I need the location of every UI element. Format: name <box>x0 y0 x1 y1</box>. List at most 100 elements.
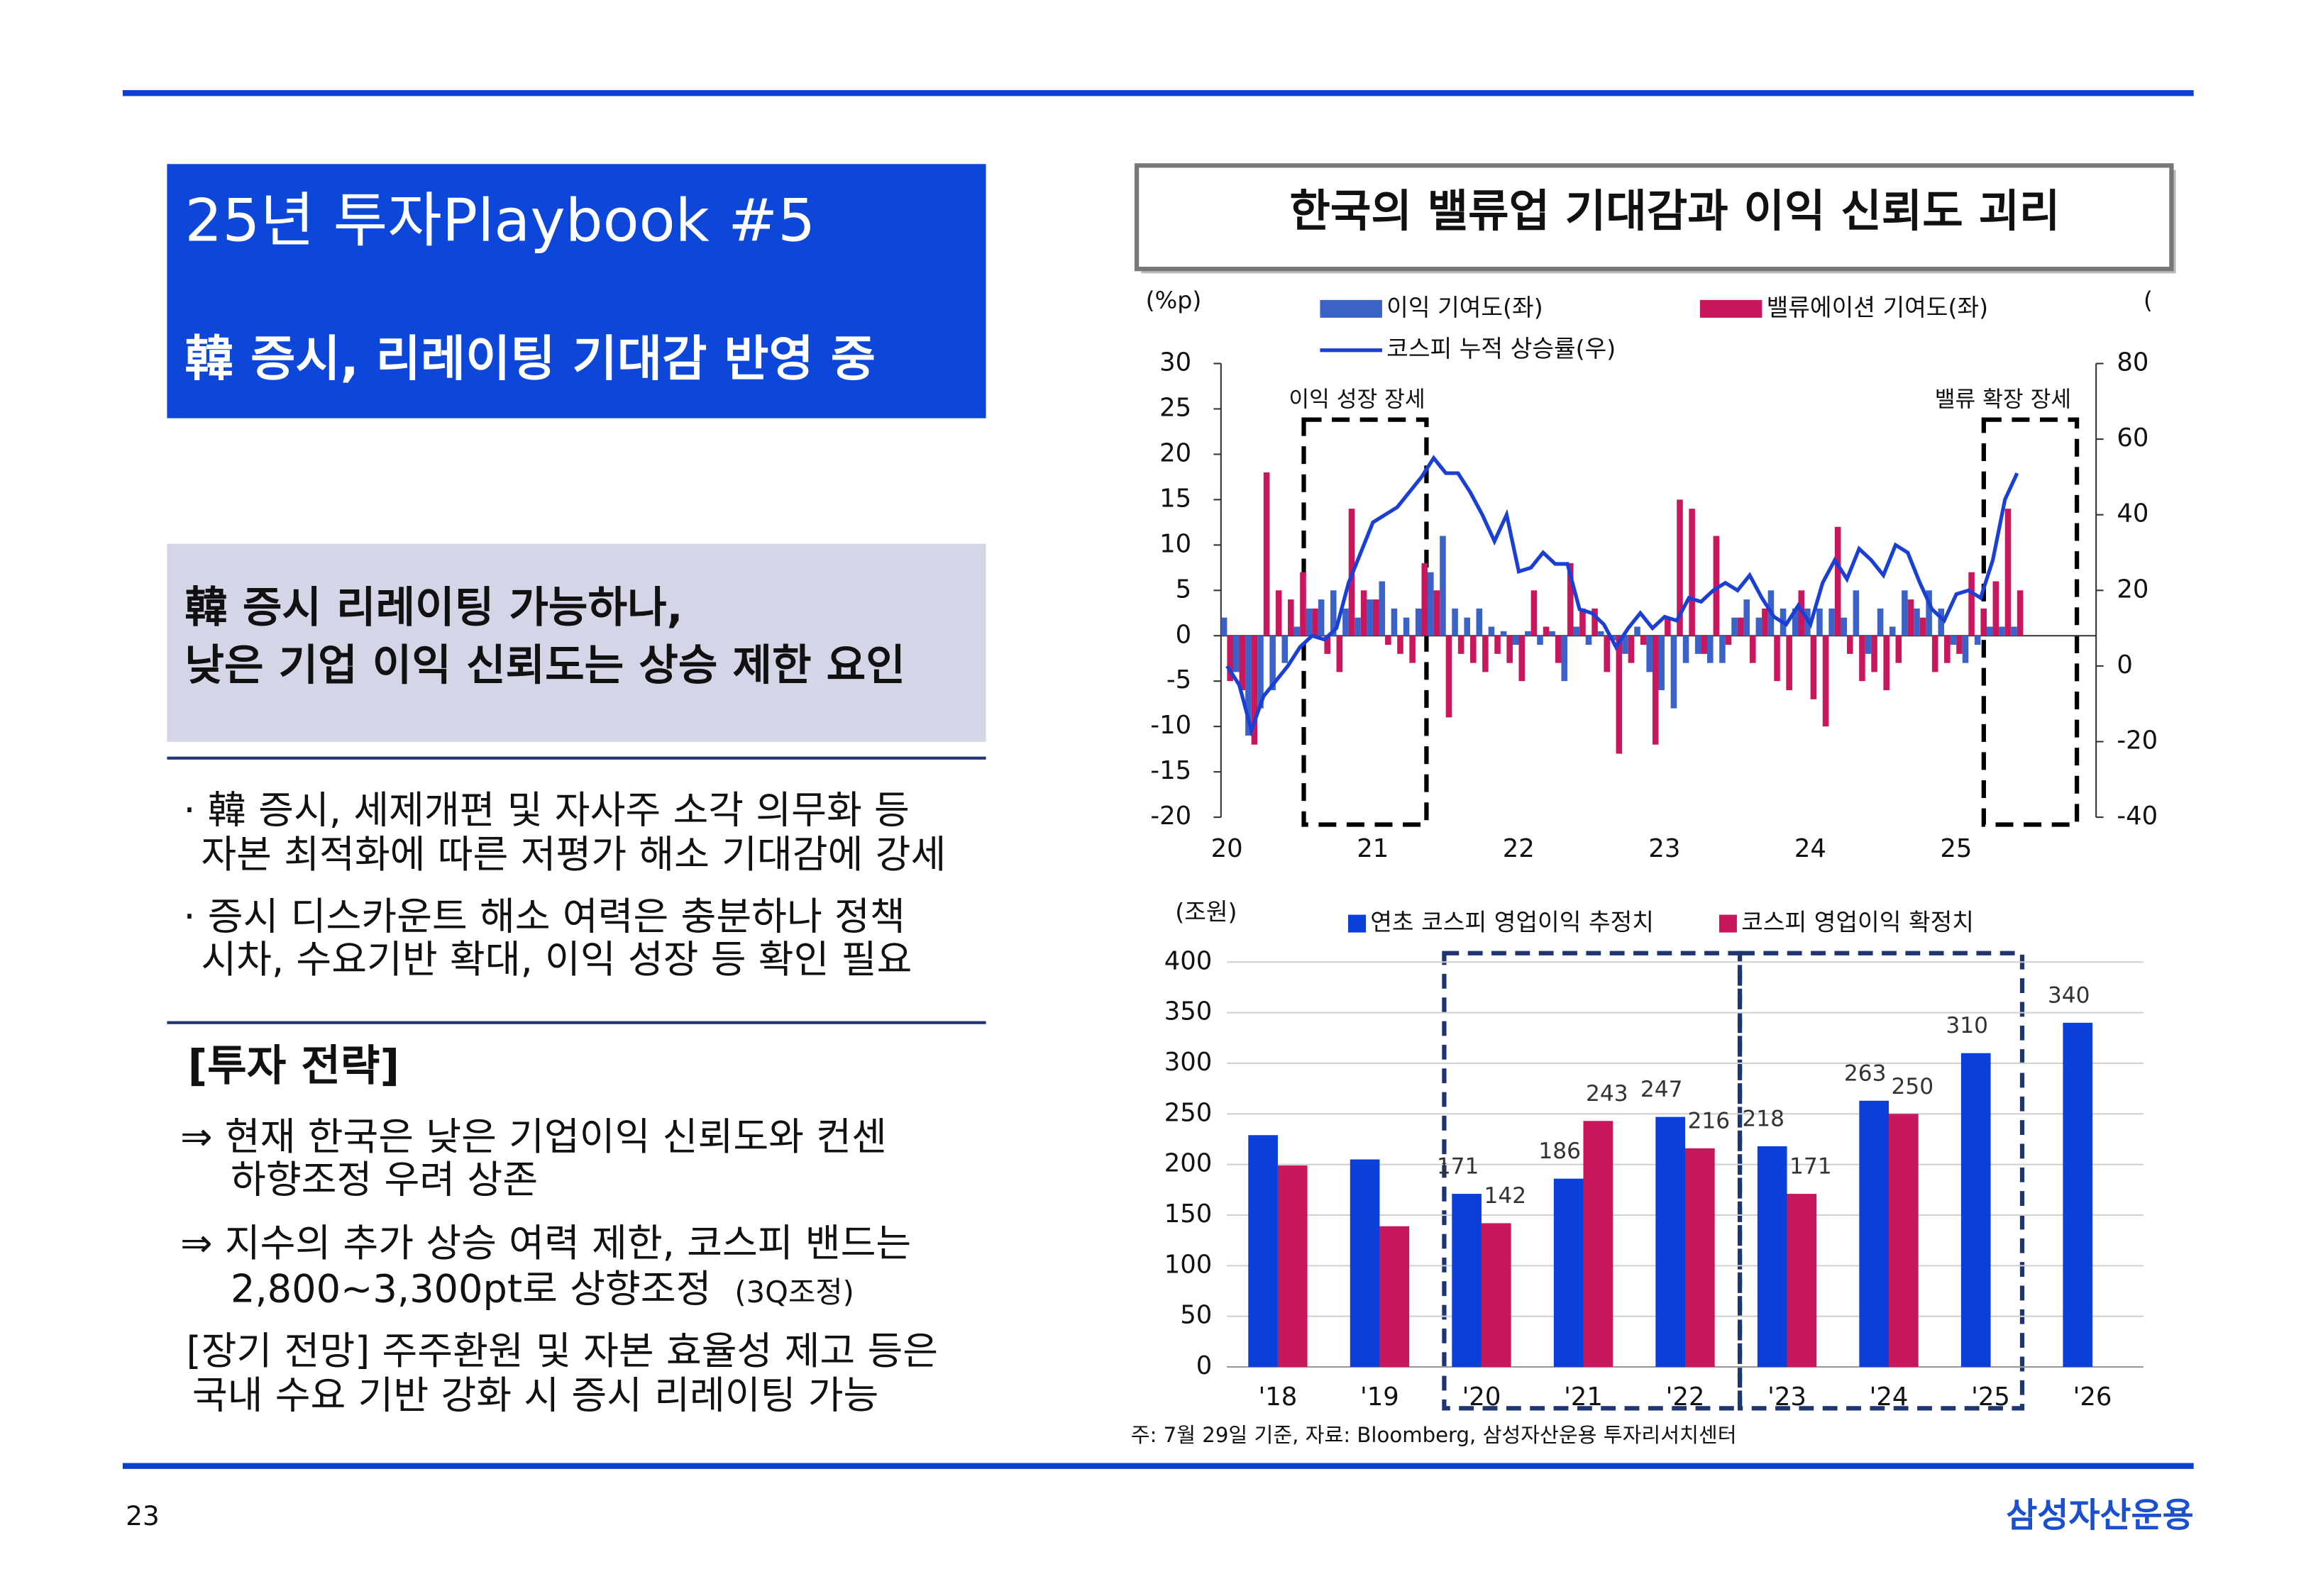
y-tick-label: 150 <box>1164 1199 1213 1229</box>
bar <box>1847 636 1853 654</box>
bar <box>1757 1146 1787 1368</box>
annotation: 이익 성장 장세 <box>1289 387 1425 413</box>
bar <box>1360 590 1367 636</box>
bar <box>1859 1100 1890 1368</box>
value-label: 263 <box>1844 1060 1887 1086</box>
source-note: 주: 7월 29일 기준, 자료: Bloomberg, 삼성자산운용 투자리서… <box>1131 1423 1737 1447</box>
bar <box>1440 536 1446 636</box>
bar <box>1300 572 1306 636</box>
bar <box>1403 617 1410 636</box>
summary-line: 韓 증시 리레이팅 가능하나, <box>184 583 683 633</box>
bar <box>1604 636 1610 672</box>
summary-box <box>167 543 986 742</box>
y2-tick-label: 80 <box>2117 348 2148 377</box>
legend-label: 연초 코스피 영업이익 추정치 <box>1370 909 1654 936</box>
bar <box>1640 636 1647 645</box>
bar <box>1257 636 1264 709</box>
panel-title: 한국의 밸류업 기대감과 이익 신뢰도 괴리 <box>1289 185 2060 237</box>
y-tick-label: -20 <box>1150 802 1191 831</box>
bottom-rule <box>122 1463 2194 1469</box>
bar <box>1889 626 1896 636</box>
y2-tick-label: 0 <box>2117 650 2133 680</box>
bar <box>1555 636 1562 663</box>
bar <box>1828 608 1835 636</box>
value-label: 142 <box>1484 1183 1526 1209</box>
legend-swatch <box>1320 299 1382 318</box>
bar <box>1415 608 1422 636</box>
bar <box>1974 636 1981 645</box>
bar <box>1707 636 1714 663</box>
bar <box>1567 563 1574 636</box>
legend-label: 이익 기여도(좌) <box>1386 294 1543 321</box>
x-tick-label: 25 <box>1940 834 1972 863</box>
bar <box>1646 636 1653 672</box>
bar <box>1944 636 1951 663</box>
y-axis-label: (조원) <box>1175 898 1237 926</box>
bar <box>1277 1165 1308 1368</box>
value-label: 218 <box>1742 1106 1784 1131</box>
highlight-box <box>1737 951 2025 1411</box>
bar <box>1355 617 1361 636</box>
y-tick-label: 350 <box>1164 997 1213 1026</box>
highlight-box <box>1442 951 1743 1411</box>
bar <box>1816 608 1823 636</box>
bar <box>1421 563 1428 636</box>
x-tick-label: '20 <box>1462 1382 1501 1412</box>
bar <box>1792 608 1799 636</box>
x-tick-label: '19 <box>1360 1382 1399 1412</box>
value-label: 186 <box>1538 1138 1581 1164</box>
bar <box>2011 626 2017 636</box>
line-series <box>1225 455 2019 737</box>
y-tick-label: 50 <box>1180 1301 1212 1330</box>
bullet: 자본 최적화에 따른 저평가 해소 기대감에 강세 <box>201 832 946 877</box>
bar <box>1397 636 1403 654</box>
bar <box>1281 636 1289 663</box>
bar <box>1464 617 1470 636</box>
strategy-item: 2,800~3,300pt로 상향조정 <box>231 1266 711 1311</box>
bar <box>2063 1022 2093 1368</box>
bar <box>1469 636 1477 663</box>
bar <box>1926 590 1932 636</box>
bar <box>1482 636 1489 672</box>
bullet: · 증시 디스카운트 해소 여력은 충분하나 정책 <box>183 894 905 938</box>
bar <box>1931 636 1938 672</box>
bar <box>1902 590 1908 636</box>
bar <box>1306 608 1313 636</box>
bar <box>1774 636 1780 682</box>
x-tick-label: 23 <box>1648 834 1680 863</box>
y-tick-label: 15 <box>1159 484 1191 513</box>
bar <box>1743 599 1750 636</box>
bar <box>1914 608 1920 636</box>
bar <box>1494 636 1501 654</box>
bar <box>1385 636 1391 645</box>
bar <box>1537 636 1543 645</box>
strategy-item: ⇒ 현재 한국은 낮은 기업이익 신뢰도와 컨센 <box>180 1114 887 1159</box>
value-label: 340 <box>2048 982 2090 1008</box>
strategy-note: (3Q조정) <box>734 1275 854 1309</box>
legend-label: 코스피 영업이익 확정치 <box>1741 909 1974 936</box>
bar <box>1822 636 1829 727</box>
bar <box>1245 636 1252 736</box>
bar <box>1999 626 2005 636</box>
value-label: 250 <box>1892 1074 1934 1099</box>
y-tick-label: 5 <box>1176 575 1192 604</box>
bar <box>1787 1194 1817 1368</box>
x-tick-label: '22 <box>1666 1382 1705 1412</box>
bar <box>1409 636 1416 663</box>
bar <box>1330 590 1337 636</box>
bar <box>1895 636 1902 663</box>
x-tick-label: '26 <box>2073 1382 2112 1412</box>
x-tick-label: 20 <box>1211 834 1243 863</box>
bar <box>1685 1148 1715 1368</box>
bar <box>1992 581 1999 636</box>
bar <box>1786 636 1792 690</box>
bar <box>1871 636 1877 672</box>
x-tick-label: '24 <box>1870 1382 1909 1412</box>
bar <box>1859 636 1865 682</box>
bar <box>1889 1114 1919 1368</box>
bar <box>1452 608 1458 636</box>
bar <box>1318 599 1325 636</box>
bar <box>1749 636 1756 663</box>
bar <box>2017 590 2024 636</box>
legend-swatch <box>1348 914 1366 933</box>
